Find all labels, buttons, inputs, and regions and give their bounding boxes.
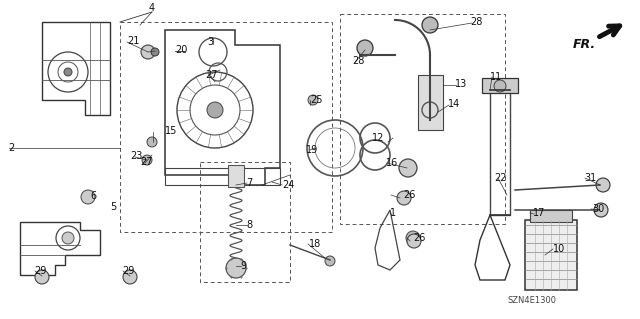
Circle shape bbox=[147, 137, 157, 147]
Circle shape bbox=[35, 270, 49, 284]
Circle shape bbox=[151, 48, 159, 56]
Circle shape bbox=[308, 95, 318, 105]
Bar bbox=[525, 220, 577, 290]
Text: 1: 1 bbox=[390, 208, 396, 218]
Text: 29: 29 bbox=[34, 266, 46, 276]
Text: 21: 21 bbox=[127, 36, 140, 46]
Text: 14: 14 bbox=[448, 99, 460, 109]
Circle shape bbox=[406, 231, 420, 245]
Text: 15: 15 bbox=[165, 126, 177, 136]
Circle shape bbox=[64, 68, 72, 76]
Text: FR.: FR. bbox=[573, 38, 596, 51]
Text: 24: 24 bbox=[282, 180, 294, 190]
Text: 20: 20 bbox=[175, 45, 188, 55]
Bar bbox=[120, 22, 332, 232]
Text: 29: 29 bbox=[122, 266, 134, 276]
Text: 23: 23 bbox=[130, 151, 142, 161]
Circle shape bbox=[357, 40, 373, 56]
Bar bbox=[340, 14, 505, 224]
Text: 19: 19 bbox=[306, 145, 318, 155]
Text: 7: 7 bbox=[246, 178, 252, 188]
Text: 25: 25 bbox=[310, 95, 323, 105]
Text: 12: 12 bbox=[372, 133, 385, 143]
Text: 28: 28 bbox=[352, 56, 364, 66]
Circle shape bbox=[142, 155, 152, 165]
Text: 26: 26 bbox=[403, 190, 415, 200]
Circle shape bbox=[81, 190, 95, 204]
Circle shape bbox=[422, 17, 438, 33]
Circle shape bbox=[207, 102, 223, 118]
Circle shape bbox=[226, 258, 246, 278]
Circle shape bbox=[62, 232, 74, 244]
Text: 5: 5 bbox=[110, 202, 116, 212]
Circle shape bbox=[325, 256, 335, 266]
Text: 18: 18 bbox=[309, 239, 321, 249]
Circle shape bbox=[407, 234, 421, 248]
Text: 11: 11 bbox=[490, 72, 502, 82]
Text: 30: 30 bbox=[592, 204, 604, 214]
Bar bbox=[228, 165, 244, 187]
Text: 31: 31 bbox=[584, 173, 596, 183]
Text: 28: 28 bbox=[470, 17, 483, 27]
Text: 27: 27 bbox=[140, 157, 152, 167]
Text: 16: 16 bbox=[386, 158, 398, 168]
Circle shape bbox=[141, 45, 155, 59]
Text: 8: 8 bbox=[246, 220, 252, 230]
Circle shape bbox=[123, 270, 137, 284]
Bar bbox=[530, 210, 572, 222]
Text: 10: 10 bbox=[553, 244, 565, 254]
Text: 9: 9 bbox=[240, 261, 246, 271]
Text: 27: 27 bbox=[205, 70, 218, 80]
Text: 26: 26 bbox=[413, 233, 426, 243]
Circle shape bbox=[399, 159, 417, 177]
Text: SZN4E1300: SZN4E1300 bbox=[507, 296, 556, 305]
Text: 2: 2 bbox=[8, 143, 14, 153]
Circle shape bbox=[596, 178, 610, 192]
Text: 17: 17 bbox=[533, 208, 545, 218]
Text: 22: 22 bbox=[494, 173, 506, 183]
Text: 4: 4 bbox=[149, 3, 155, 13]
Text: 6: 6 bbox=[90, 191, 96, 201]
Circle shape bbox=[494, 80, 506, 92]
Bar bbox=[482, 78, 518, 93]
Circle shape bbox=[397, 191, 411, 205]
Text: 3: 3 bbox=[207, 37, 213, 47]
Circle shape bbox=[594, 203, 608, 217]
Bar bbox=[418, 75, 443, 130]
Bar bbox=[200, 162, 290, 282]
Text: 13: 13 bbox=[455, 79, 467, 89]
